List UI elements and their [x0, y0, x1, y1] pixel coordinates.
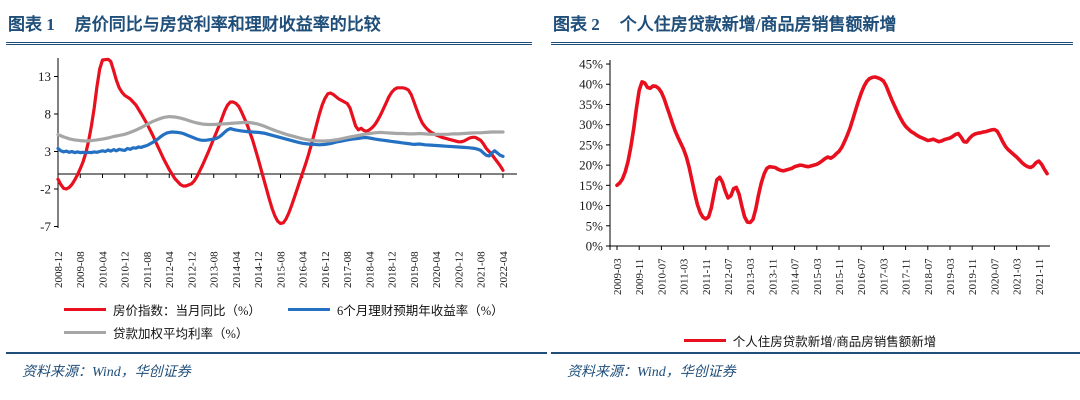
svg-text:2015-08: 2015-08 [275, 251, 287, 288]
svg-text:2016-12: 2016-12 [320, 251, 332, 288]
svg-text:2017-11: 2017-11 [901, 259, 913, 295]
svg-text:2022-04: 2022-04 [498, 251, 510, 288]
svg-text:2019-03: 2019-03 [945, 258, 957, 295]
figure1-legend: 房价指数：当月同比（%） 6个月理财预期年收益率（%） 贷款加权平均利率（%） [64, 301, 532, 347]
svg-text:25%: 25% [579, 137, 603, 152]
svg-text:20%: 20% [579, 158, 603, 173]
blue-line-swatch [288, 307, 330, 311]
legend-item-mortgage-ratio: 个人住房贷款新增/商品房销售额新增 [683, 331, 937, 350]
svg-text:2010-04: 2010-04 [97, 251, 109, 288]
legend-item-wmp-yield: 6个月理财预期年收益率（%） [288, 300, 504, 319]
svg-text:2014-07: 2014-07 [790, 258, 802, 295]
svg-text:2013-03: 2013-03 [745, 258, 757, 295]
svg-text:2019-11: 2019-11 [967, 259, 979, 295]
svg-text:2013-11: 2013-11 [767, 259, 779, 295]
red-line-swatch [64, 307, 106, 311]
legend-item-house-price: 房价指数：当月同比（%） [64, 300, 280, 319]
svg-text:2012-12: 2012-12 [186, 251, 198, 288]
legend-item-loan-rate: 贷款加权平均利率（%） [64, 323, 280, 342]
svg-text:2014-12: 2014-12 [253, 251, 265, 288]
figure1-label: 图表 1 [8, 15, 55, 34]
svg-text:35%: 35% [579, 97, 603, 112]
svg-text:2012-04: 2012-04 [164, 251, 176, 288]
svg-text:2011-11: 2011-11 [701, 259, 713, 295]
svg-text:30%: 30% [579, 117, 603, 132]
svg-text:2020-07: 2020-07 [989, 258, 1001, 295]
svg-text:2020-12: 2020-12 [453, 251, 465, 288]
svg-text:10%: 10% [579, 198, 603, 213]
svg-text:2008-12: 2008-12 [53, 251, 65, 288]
svg-text:3: 3 [45, 144, 52, 159]
svg-text:2011-08: 2011-08 [142, 251, 154, 288]
svg-text:2015-11: 2015-11 [834, 259, 846, 295]
figure2-header: 图表 2 个人住房贷款新增/商品房销售额新增 [551, 6, 1073, 45]
legend-label: 贷款加权平均利率（%） [113, 326, 249, 341]
svg-text:2011-03: 2011-03 [679, 258, 691, 295]
svg-text:2012-07: 2012-07 [723, 258, 735, 295]
source-text: 资料来源：Wind，华创证券 [22, 365, 191, 380]
svg-text:2013-08: 2013-08 [209, 251, 221, 288]
figure1-panel: 图表 1 房价同比与房贷利率和理财收益率的比较 [6, 6, 532, 45]
figure2-label: 图表 2 [553, 15, 600, 34]
svg-text:2009-08: 2009-08 [75, 251, 87, 288]
svg-text:-7: -7 [40, 219, 51, 234]
legend-label: 房价指数：当月同比（%） [113, 303, 261, 318]
figure1-header: 图表 1 房价同比与房贷利率和理财收益率的比较 [6, 6, 532, 45]
svg-text:2021-11: 2021-11 [1034, 259, 1046, 295]
svg-text:2014-04: 2014-04 [231, 251, 243, 288]
svg-text:2010-12: 2010-12 [120, 251, 132, 288]
legend-label: 个人住房贷款新增/商品房销售额新增 [732, 335, 937, 349]
figure1-title: 房价同比与房贷利率和理财收益率的比较 [74, 15, 381, 34]
svg-text:2015-03: 2015-03 [812, 258, 824, 295]
source-text: 资料来源：Wind，华创证券 [567, 365, 736, 380]
svg-text:2020-04: 2020-04 [431, 251, 443, 288]
gray-line-swatch [64, 330, 106, 334]
red-line-swatch [683, 339, 726, 342]
svg-text:2021-03: 2021-03 [1012, 258, 1024, 295]
figure2-line-chart: 0% 5% 10% 15% 20% 25% 30% 35% 40% 45% 2009-03 2009-… [579, 57, 1050, 295]
figure1-source: 资料来源：Wind，华创证券 [6, 352, 547, 381]
svg-text:2016-07: 2016-07 [856, 258, 868, 295]
figure2-source: 资料来源：Wind，华创证券 [551, 352, 1080, 381]
svg-text:2009-11: 2009-11 [634, 259, 646, 295]
legend-label: 6个月理财预期年收益率（%） [337, 303, 504, 318]
svg-text:0%: 0% [586, 239, 604, 254]
svg-text:-2: -2 [40, 182, 51, 197]
svg-text:2017-03: 2017-03 [878, 258, 890, 295]
svg-text:2019-08: 2019-08 [409, 251, 421, 288]
svg-text:8: 8 [45, 107, 52, 122]
figure2-title: 个人住房贷款新增/商品房销售额新增 [619, 15, 897, 34]
svg-text:40%: 40% [579, 77, 603, 92]
svg-text:2018-07: 2018-07 [923, 258, 935, 295]
svg-text:2016-04: 2016-04 [298, 251, 310, 288]
svg-text:2021-08: 2021-08 [476, 251, 488, 288]
svg-text:15%: 15% [579, 178, 603, 193]
svg-text:2010-07: 2010-07 [656, 258, 668, 295]
svg-text:2009-03: 2009-03 [612, 258, 624, 295]
svg-text:2018-12: 2018-12 [387, 251, 399, 288]
figure2-panel: 图表 2 个人住房贷款新增/商品房销售额新增 [551, 6, 1073, 45]
svg-text:2017-08: 2017-08 [342, 251, 354, 288]
svg-text:13: 13 [38, 69, 51, 84]
svg-text:5%: 5% [586, 218, 604, 233]
svg-text:45%: 45% [579, 57, 603, 72]
figure1-line-chart: 13 8 3 -2 -7 2008-12 2009-08 2010-04 2010-12 2011… [38, 57, 517, 288]
figure2-legend: 个人住房贷款新增/商品房销售额新增 [540, 331, 1080, 350]
svg-text:2018-04: 2018-04 [364, 251, 376, 288]
